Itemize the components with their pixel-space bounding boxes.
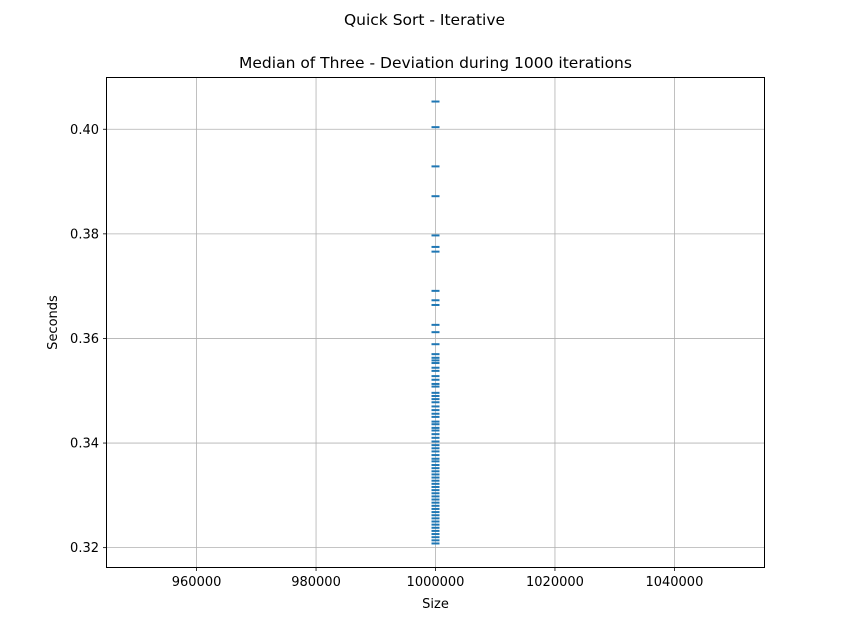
y-tick-label: 0.32	[70, 541, 99, 556]
y-tick-label: 0.36	[70, 332, 99, 347]
y-tick-label: 0.34	[70, 437, 99, 452]
y-tick-label: 0.40	[70, 123, 99, 138]
chart-title: Median of Three - Deviation during 1000 …	[239, 54, 632, 72]
x-tick-label: 980000	[291, 575, 341, 590]
x-tick-label: 1040000	[645, 575, 703, 590]
x-axis-ticks: 960000 980000 1000000 1020000 1040000	[172, 567, 703, 590]
chart-suptitle: Quick Sort - Iterative	[344, 11, 505, 29]
x-tick-label: 1020000	[526, 575, 584, 590]
grid-lines	[107, 78, 764, 567]
y-tick-label: 0.38	[70, 227, 99, 242]
x-tick-label: 960000	[172, 575, 222, 590]
data-points	[431, 100, 440, 545]
x-axis-label: Size	[422, 597, 449, 612]
y-axis-ticks: 0.32 0.34 0.36 0.38 0.40	[70, 123, 107, 556]
y-axis-label: Seconds	[46, 295, 61, 350]
x-tick-label: 1000000	[407, 575, 465, 590]
